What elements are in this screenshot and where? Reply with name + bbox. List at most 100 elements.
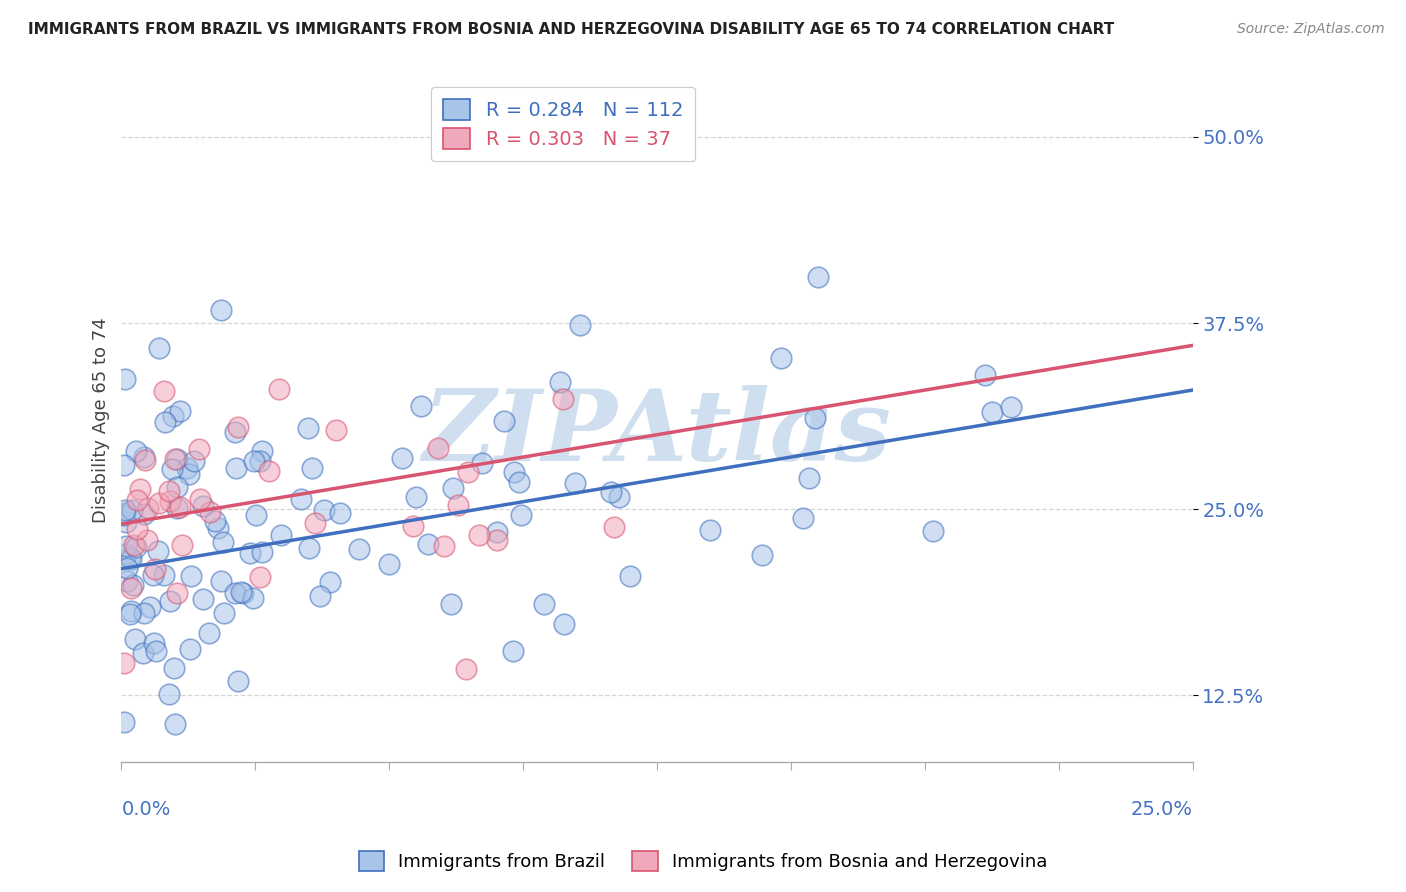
Point [172, 538, 194, 552]
Point [485, 533, 508, 547]
Point [553, 392, 575, 407]
Point [492, 414, 515, 428]
Point [600, 484, 623, 499]
Point [200, 505, 222, 519]
Point [115, 547, 138, 561]
Point [148, 341, 170, 355]
Point [118, 550, 141, 565]
Text: ZIPAtlas: ZIPAtlas [423, 385, 891, 482]
Point [114, 539, 136, 553]
Point [231, 585, 253, 599]
Point [114, 372, 136, 386]
Point [226, 419, 249, 434]
Point [257, 464, 280, 478]
Point [533, 597, 555, 611]
Point [409, 399, 432, 413]
Point [224, 585, 246, 599]
Point [166, 500, 188, 515]
Point [402, 519, 425, 533]
Point [134, 452, 156, 467]
Point [548, 375, 571, 389]
Point [509, 508, 531, 522]
Point [152, 384, 174, 398]
Y-axis label: Disability Age 65 to 74: Disability Age 65 to 74 [93, 317, 110, 523]
Point [179, 467, 201, 481]
Point [115, 574, 138, 589]
Point [426, 441, 449, 455]
Point [232, 586, 254, 600]
Point [318, 574, 340, 589]
Point [416, 537, 439, 551]
Point [191, 591, 214, 606]
Point [159, 493, 181, 508]
Point [153, 568, 176, 582]
Point [325, 423, 347, 437]
Point [304, 516, 326, 530]
Point [165, 717, 187, 731]
Point [267, 382, 290, 396]
Point [792, 511, 814, 525]
Point [148, 496, 170, 510]
Point [142, 635, 165, 649]
Point [124, 538, 146, 552]
Point [139, 600, 162, 615]
Point [751, 548, 773, 562]
Point [301, 461, 323, 475]
Point [183, 454, 205, 468]
Point [169, 500, 191, 514]
Point [454, 662, 477, 676]
Point [308, 589, 330, 603]
Point [120, 552, 142, 566]
Point [127, 492, 149, 507]
Point [179, 641, 201, 656]
Point [204, 514, 226, 528]
Point [142, 568, 165, 582]
Point [405, 490, 427, 504]
Point [329, 506, 352, 520]
Point [508, 475, 530, 489]
Point [298, 541, 321, 556]
Point [115, 560, 138, 574]
Point [803, 411, 825, 425]
Point [157, 687, 180, 701]
Point [124, 632, 146, 646]
Point [188, 491, 211, 506]
Point [207, 521, 229, 535]
Point [270, 528, 292, 542]
Point [603, 520, 626, 534]
Point [347, 541, 370, 556]
Legend: R = 0.284   N = 112, R = 0.303   N = 37: R = 0.284 N = 112, R = 0.303 N = 37 [432, 87, 695, 161]
Point [153, 415, 176, 429]
Point [176, 461, 198, 475]
Point [228, 673, 250, 688]
Point [114, 506, 136, 520]
Point [166, 479, 188, 493]
Point [1000, 400, 1022, 414]
Point [245, 508, 267, 523]
Point [132, 606, 155, 620]
Legend: Immigrants from Brazil, Immigrants from Bosnia and Herzegovina: Immigrants from Brazil, Immigrants from … [352, 844, 1054, 879]
Point [157, 483, 180, 498]
Point [209, 574, 232, 588]
Point [297, 421, 319, 435]
Point [159, 594, 181, 608]
Point [132, 450, 155, 464]
Point [619, 569, 641, 583]
Point [242, 454, 264, 468]
Point [553, 616, 575, 631]
Point [391, 451, 413, 466]
Point [485, 525, 508, 540]
Point [136, 501, 159, 516]
Point [502, 465, 524, 479]
Point [112, 714, 135, 729]
Point [569, 318, 592, 332]
Point [125, 522, 148, 536]
Text: 0.0%: 0.0% [121, 800, 170, 819]
Point [607, 490, 630, 504]
Point [112, 656, 135, 670]
Point [432, 539, 454, 553]
Point [441, 481, 464, 495]
Point [135, 533, 157, 547]
Point [440, 597, 463, 611]
Point [188, 442, 211, 456]
